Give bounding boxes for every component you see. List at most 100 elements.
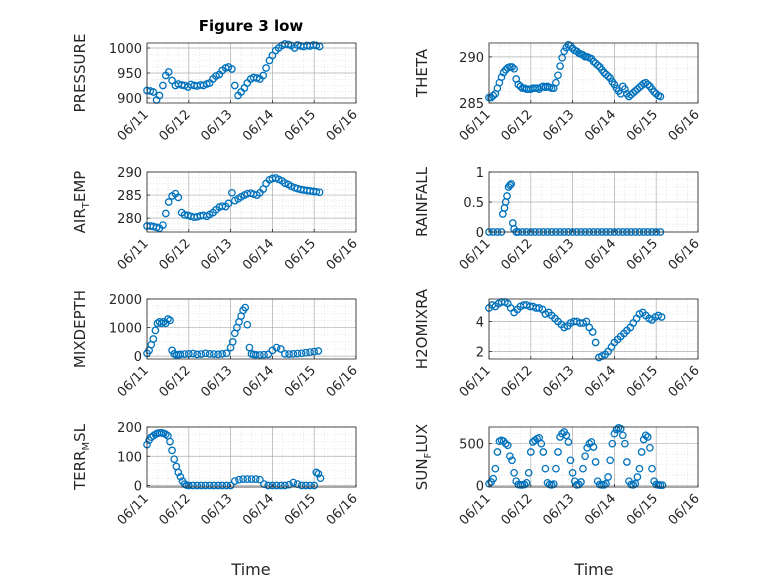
data-point (508, 456, 516, 465)
data-point (606, 456, 615, 465)
data-point (256, 475, 264, 484)
data-point (189, 481, 197, 490)
data-point (316, 474, 325, 483)
data-point (281, 350, 289, 358)
data-point (560, 47, 569, 56)
data-point (201, 349, 210, 358)
data-point (507, 180, 516, 188)
data-point (281, 481, 289, 490)
y-tick-label: 280 (117, 212, 142, 227)
y-axis-label: SUNFLUX (413, 424, 434, 490)
data-point (230, 477, 239, 485)
y-tick-label: 290 (459, 51, 484, 66)
data-point (516, 82, 525, 91)
y-tick-label: 0 (476, 479, 484, 494)
data-point (610, 80, 619, 89)
data-point (193, 350, 202, 359)
data-point (315, 188, 324, 197)
data-point (256, 351, 264, 359)
data-point (151, 326, 160, 335)
data-point (314, 469, 323, 478)
data-point (168, 446, 176, 455)
data-point (251, 475, 260, 483)
data-point (218, 481, 227, 490)
data-point (174, 468, 183, 477)
y-axis-label: AIRTEMP (71, 171, 92, 234)
data-point (155, 91, 164, 100)
y-tick-label: 0.5 (463, 196, 484, 211)
data-point (612, 425, 621, 434)
data-point (648, 464, 656, 473)
data-point (510, 468, 518, 477)
y-axis-label: THETA (413, 48, 431, 98)
data-point (301, 481, 310, 490)
data-point (189, 349, 197, 358)
data-series-air-temp (143, 174, 324, 233)
x-axis-label-left: Time (230, 560, 270, 579)
data-series-h2omixra (485, 298, 666, 362)
data-point (618, 431, 627, 440)
y-tick-label: 285 (117, 189, 142, 204)
axes-box (488, 298, 699, 360)
data-point (562, 431, 571, 440)
data-series-pressure (143, 40, 324, 104)
data-point (210, 350, 218, 358)
data-point (608, 439, 617, 448)
data-series-theta (485, 40, 665, 102)
data-point (214, 350, 222, 359)
data-point (503, 192, 511, 200)
data-point (566, 456, 575, 465)
data-point (306, 481, 314, 490)
data-point (558, 53, 566, 62)
data-point (556, 62, 564, 70)
data-point (241, 303, 250, 312)
data-point (251, 350, 260, 359)
data-point (272, 343, 281, 352)
data-point (646, 443, 654, 452)
data-point (554, 71, 562, 80)
data-point (616, 424, 625, 433)
data-point (541, 464, 550, 473)
data-point (579, 464, 587, 473)
data-point (149, 88, 158, 96)
data-point (218, 202, 227, 211)
y-tick-label: 1000 (109, 322, 142, 337)
data-point (176, 472, 185, 481)
data-point (161, 209, 170, 218)
y-tick-label: 285 (459, 97, 484, 112)
data-point (606, 74, 615, 82)
data-point (297, 349, 306, 358)
data-point (214, 481, 222, 490)
data-point (489, 91, 498, 100)
data-point (539, 448, 548, 456)
y-tick-label: 900 (117, 92, 142, 107)
data-point (235, 475, 243, 484)
data-point (552, 78, 560, 87)
data-point (149, 335, 158, 343)
data-point (491, 464, 500, 473)
data-point (243, 320, 252, 329)
data-point (272, 481, 281, 490)
y-tick-label: 2 (476, 346, 484, 361)
data-point (285, 350, 293, 358)
data-point (174, 193, 183, 202)
data-point (604, 473, 612, 481)
data-point (568, 468, 577, 477)
y-tick-label: 950 (117, 67, 142, 82)
data-point (166, 437, 174, 446)
data-point (310, 347, 319, 356)
data-point (657, 313, 666, 321)
data-point (552, 464, 560, 473)
data-point (589, 443, 598, 451)
data-point (593, 61, 602, 70)
x-axis-label-right: Time (573, 560, 613, 579)
y-tick-label: 1 (476, 166, 484, 181)
data-point (293, 349, 302, 358)
data-point (222, 481, 231, 490)
y-tick-label: 500 (459, 438, 484, 453)
data-point (554, 448, 562, 456)
data-point (264, 350, 273, 359)
data-point (260, 350, 268, 359)
data-point (493, 448, 502, 456)
